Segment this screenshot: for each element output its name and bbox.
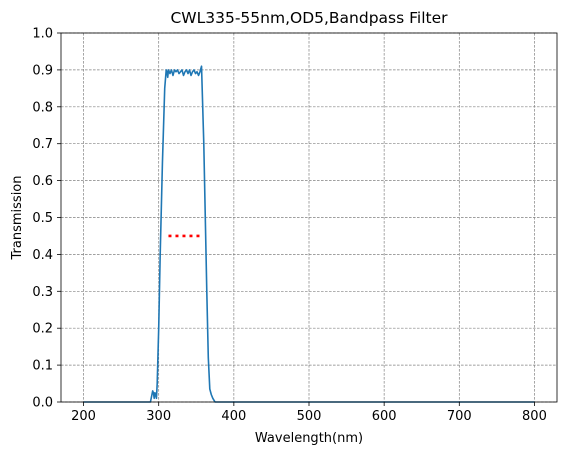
y-tick-label-0.2: 0.2 (32, 322, 53, 337)
y-tick-label-0.5: 0.5 (32, 211, 53, 226)
x-tick-label-700: 700 (447, 409, 472, 424)
y-tick-label-0.6: 0.6 (32, 174, 53, 189)
y-tick-label-0.4: 0.4 (32, 248, 53, 263)
y-tick-label-0.7: 0.7 (32, 137, 53, 152)
y-axis: 0.0 0.1 0.2 0.3 0.4 0.5 0.6 0.7 0.8 0.9 1.0 (32, 27, 61, 411)
y-tick-label-0.3: 0.3 (32, 285, 53, 300)
x-tick-label-400: 400 (221, 409, 246, 424)
x-tick-label-600: 600 (372, 409, 397, 424)
x-tick-label-800: 800 (522, 409, 547, 424)
x-axis: 200 300 400 500 600 700 800 (71, 402, 547, 424)
y-tick-label-0.8: 0.8 (32, 100, 53, 115)
y-axis-label: Transmission (10, 176, 25, 261)
x-axis-label: Wavelength(nm) (255, 431, 363, 446)
x-tick-label-200: 200 (71, 409, 96, 424)
y-tick-label-0.0: 0.0 (32, 396, 53, 411)
chart-title: CWL335-55nm,OD5,Bandpass Filter (170, 9, 448, 27)
transmission-line (83, 65, 535, 403)
y-tick-label-0.1: 0.1 (32, 359, 53, 374)
x-tick-label-500: 500 (297, 409, 322, 424)
x-tick-label-300: 300 (146, 409, 171, 424)
y-tick-label-1.0: 1.0 (32, 27, 53, 42)
series-layer (83, 65, 535, 403)
y-tick-label-0.9: 0.9 (32, 63, 53, 78)
